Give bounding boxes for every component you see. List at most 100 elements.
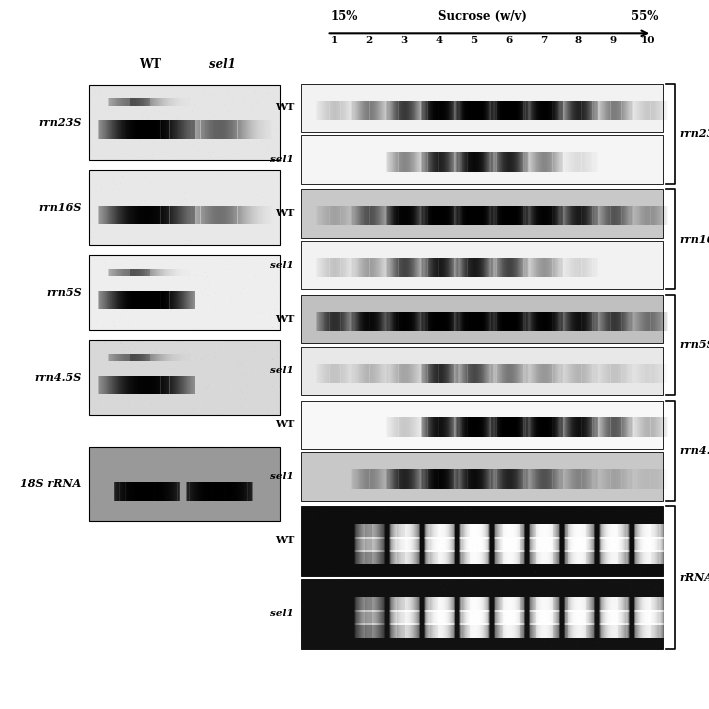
Bar [620, 550, 622, 564]
Bar [554, 550, 556, 564]
Text: 3: 3 [400, 35, 408, 45]
Bar [356, 258, 357, 277]
Bar [647, 469, 649, 489]
Bar [372, 206, 373, 225]
Bar [585, 623, 587, 637]
Bar [542, 598, 544, 612]
Bar [404, 598, 406, 612]
Bar [438, 537, 440, 552]
Bar [480, 418, 481, 437]
Bar [361, 550, 362, 564]
Bar [606, 312, 608, 331]
Bar [476, 598, 478, 612]
Bar [365, 101, 367, 120]
Bar [486, 101, 487, 120]
Bar [642, 101, 644, 120]
Bar [425, 418, 428, 437]
Bar [411, 152, 413, 172]
Bar [410, 598, 412, 612]
Bar [183, 291, 184, 309]
Bar [635, 469, 637, 489]
Bar [656, 598, 658, 612]
Bar [537, 525, 538, 539]
Bar [177, 121, 179, 139]
Bar [399, 525, 401, 539]
Bar [476, 258, 479, 277]
Bar [428, 152, 430, 172]
Bar [508, 258, 510, 277]
Bar [406, 598, 408, 612]
Bar [191, 206, 194, 224]
Bar [437, 312, 439, 331]
Bar [149, 482, 150, 501]
Bar [638, 537, 640, 552]
Bar [554, 364, 555, 383]
Bar [621, 550, 623, 564]
Bar [472, 312, 474, 331]
Bar [123, 269, 125, 276]
Bar [447, 101, 449, 120]
Bar [157, 376, 158, 394]
Bar [527, 364, 529, 383]
Bar [610, 418, 611, 437]
Bar [335, 206, 336, 225]
Bar [551, 610, 552, 625]
Bar [184, 206, 186, 224]
Bar [499, 152, 501, 172]
Bar [429, 258, 430, 277]
Bar [510, 469, 513, 489]
Bar [406, 610, 408, 625]
Bar [611, 206, 613, 225]
Bar [379, 623, 380, 637]
Bar [392, 537, 394, 552]
Bar [447, 469, 450, 489]
Bar [567, 598, 569, 612]
Bar [381, 623, 383, 637]
Bar [655, 206, 657, 225]
Bar [381, 101, 382, 120]
Bar [162, 121, 164, 139]
Bar [364, 623, 365, 637]
Bar [596, 364, 598, 383]
Bar [618, 525, 620, 539]
Bar [518, 623, 519, 637]
Bar [125, 376, 127, 394]
Bar [438, 469, 440, 489]
Bar [321, 206, 323, 225]
Bar [376, 525, 378, 539]
Bar [662, 623, 664, 637]
Bar [403, 537, 405, 552]
Bar [432, 598, 433, 612]
Bar [497, 101, 498, 120]
Bar [526, 469, 528, 489]
Bar [506, 312, 508, 331]
Bar [376, 101, 378, 120]
Bar [572, 101, 574, 120]
Bar [517, 152, 518, 172]
Bar [437, 610, 440, 625]
Bar [541, 525, 542, 539]
Bar [510, 418, 512, 437]
Bar [575, 152, 577, 172]
Bar [542, 206, 543, 225]
Bar [481, 206, 483, 225]
Bar [138, 376, 139, 394]
Bar [243, 121, 245, 139]
Bar [518, 610, 520, 625]
Bar [424, 550, 426, 564]
Bar [459, 525, 462, 539]
Bar [433, 598, 435, 612]
Bar [579, 258, 581, 277]
Bar [532, 152, 533, 172]
Bar [463, 525, 464, 539]
Bar [184, 354, 186, 361]
Bar [140, 376, 142, 394]
Bar [209, 121, 211, 139]
Bar [123, 376, 124, 394]
Bar [618, 525, 620, 539]
Bar [662, 312, 664, 331]
Bar [406, 623, 408, 637]
Bar [386, 469, 389, 489]
Bar [459, 537, 461, 552]
Bar [643, 206, 645, 225]
